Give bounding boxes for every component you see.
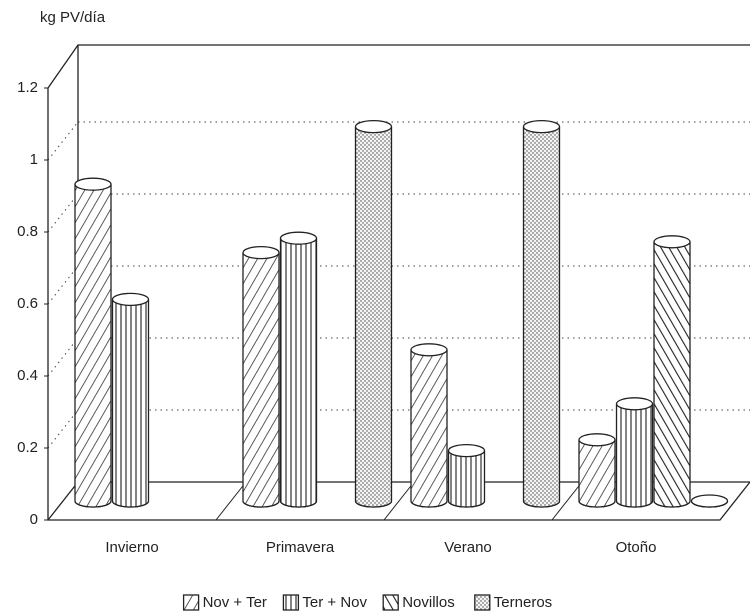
legend-label: Nov + Ter [203, 594, 267, 611]
x-tick-label: Primavera [266, 539, 335, 556]
bar-top [690, 494, 729, 508]
bar-top [354, 119, 393, 134]
bar-body [523, 126, 560, 501]
bar [354, 119, 393, 508]
bar-bottom [615, 500, 654, 508]
bar-body [243, 252, 279, 501]
floor-divider [215, 481, 247, 521]
y-tick-label: 0.6 [17, 295, 38, 312]
bar [111, 292, 150, 508]
bar-top [578, 433, 616, 447]
y-tick-label: 0.2 [17, 439, 38, 456]
grid-line [47, 193, 79, 233]
bar-top [615, 397, 654, 411]
y-tick-label: 1.2 [17, 79, 38, 96]
bar-body [654, 241, 690, 502]
grid-line [47, 265, 79, 305]
bar [690, 494, 729, 508]
bar-top [522, 119, 561, 134]
legend-label: Ter + Nov [302, 594, 367, 611]
bar-top [410, 343, 448, 357]
grid-line [47, 121, 79, 161]
bar [578, 433, 616, 508]
legend-swatch [474, 594, 491, 611]
bar-bottom [354, 500, 393, 508]
bar-body [355, 126, 392, 501]
bar [447, 443, 486, 508]
bar-top [447, 443, 486, 458]
bar [653, 235, 691, 508]
bar-body [112, 299, 149, 501]
bar-top [279, 231, 318, 245]
grid-line [47, 337, 79, 377]
bar-body [75, 184, 111, 501]
y-tick-label: 1 [30, 151, 38, 168]
bar-bottom [111, 500, 150, 508]
y-tick-label: 0.4 [17, 367, 38, 384]
bar [279, 231, 318, 508]
legend-swatch [382, 594, 399, 611]
x-tick-label: Invierno [105, 539, 158, 556]
bar-top [74, 177, 112, 191]
x-tick-label: Verano [444, 539, 492, 556]
legend-swatch [182, 594, 200, 611]
bar [242, 245, 280, 508]
bar-bottom [447, 500, 486, 508]
bar-body [616, 403, 653, 501]
bar-bottom [653, 500, 691, 508]
bar [615, 397, 654, 508]
bar [410, 343, 448, 508]
y-tick-label: 0.8 [17, 223, 38, 240]
floor-divider [551, 481, 583, 521]
legend: Nov + Ter Ter + Nov Novillos Terneros [182, 594, 552, 611]
bar-body [280, 238, 317, 501]
bar-bottom [279, 500, 318, 508]
bar [74, 177, 112, 508]
bar-bottom [522, 500, 561, 508]
legend-swatch [282, 594, 300, 611]
bar-bottom [410, 500, 448, 508]
bar [522, 119, 561, 508]
bar-bottom [242, 500, 280, 508]
bar-top [111, 292, 150, 307]
legend-label: Terneros [494, 594, 552, 611]
bar-top [242, 245, 280, 260]
grid-line [47, 409, 79, 449]
legend-label: Novillos [402, 594, 455, 611]
y-tick-label: 0 [30, 511, 38, 528]
bar-top [653, 235, 691, 249]
floor-divider [383, 481, 415, 521]
bar-body [448, 450, 485, 501]
bar-bottom [578, 500, 616, 508]
bar-body [579, 439, 615, 501]
bar-bottom [74, 500, 112, 508]
y-axis-label: kg PV/día [40, 9, 106, 26]
x-tick-label: Otoño [616, 539, 657, 556]
bar-body [411, 349, 447, 501]
